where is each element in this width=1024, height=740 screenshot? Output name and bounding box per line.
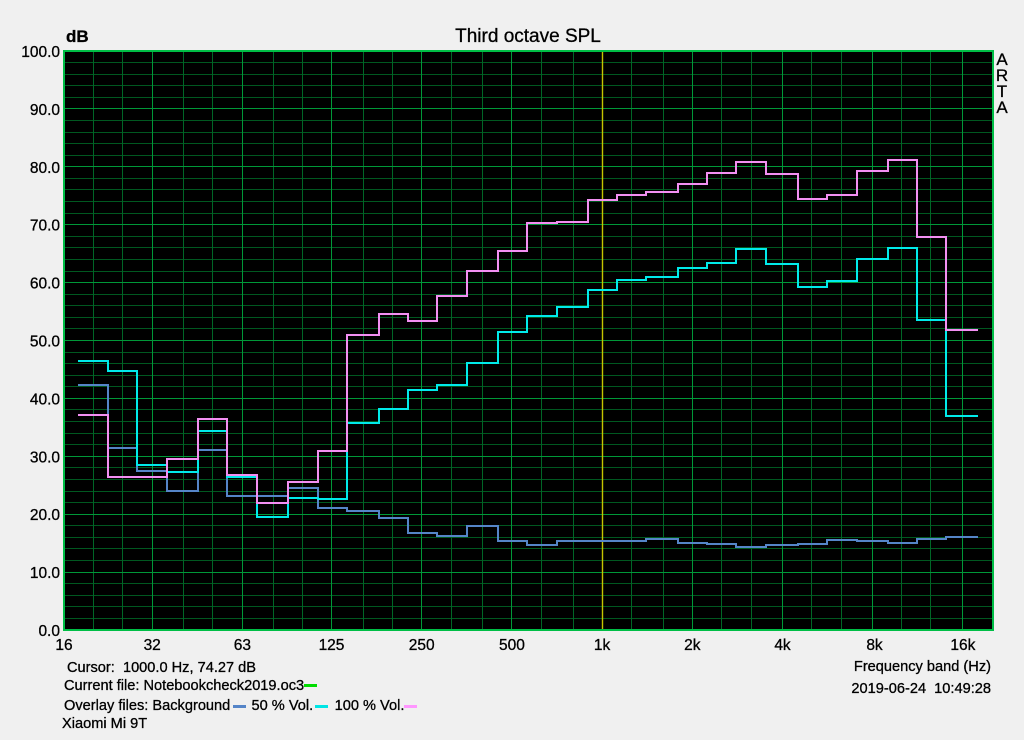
svg-text:50.0: 50.0 <box>30 334 61 351</box>
svg-text:100.0: 100.0 <box>21 44 60 61</box>
svg-text:A: A <box>996 98 1008 117</box>
svg-text:30.0: 30.0 <box>30 449 61 466</box>
svg-text:R: R <box>996 66 1008 85</box>
svg-text:70.0: 70.0 <box>30 218 61 235</box>
svg-text:Xiaomi Mi 9T: Xiaomi Mi 9T <box>62 716 147 732</box>
svg-text:32: 32 <box>144 637 161 654</box>
svg-text:4k: 4k <box>774 637 791 654</box>
svg-text:16: 16 <box>55 637 72 654</box>
svg-text:2k: 2k <box>684 637 701 654</box>
svg-text:250: 250 <box>409 637 435 654</box>
svg-text:16k: 16k <box>950 637 975 654</box>
svg-text:Overlay files: Background: Overlay files: Background <box>64 698 230 714</box>
svg-text:20.0: 20.0 <box>30 507 61 524</box>
svg-text:Frequency band (Hz): Frequency band (Hz) <box>854 659 991 675</box>
svg-text:500: 500 <box>499 637 525 654</box>
svg-text:1k: 1k <box>594 637 611 654</box>
svg-text:Cursor: 1000.0 Hz, 74.27 dB: Cursor: 1000.0 Hz, 74.27 dB <box>67 660 256 676</box>
svg-text:dB: dB <box>66 27 89 46</box>
svg-text:Third octave SPL: Third octave SPL <box>455 26 601 47</box>
svg-text:Current file: Notebookcheck201: Current file: Notebookcheck2019.oc3 <box>64 678 304 694</box>
svg-text:2019-06-24 10:49:28: 2019-06-24 10:49:28 <box>851 681 991 697</box>
svg-text:100 % Vol.: 100 % Vol. <box>335 698 405 714</box>
svg-text:A: A <box>996 50 1008 69</box>
svg-text:80.0: 80.0 <box>30 160 61 177</box>
svg-text:0.0: 0.0 <box>38 623 60 640</box>
svg-text:T: T <box>997 82 1007 101</box>
svg-text:90.0: 90.0 <box>30 102 61 119</box>
svg-text:63: 63 <box>234 637 251 654</box>
svg-text:60.0: 60.0 <box>30 276 61 293</box>
svg-text:125: 125 <box>319 637 345 654</box>
svg-text:8k: 8k <box>866 637 883 654</box>
svg-text:10.0: 10.0 <box>30 565 61 582</box>
svg-text:50 % Vol.: 50 % Vol. <box>252 698 314 714</box>
svg-text:40.0: 40.0 <box>30 391 61 408</box>
